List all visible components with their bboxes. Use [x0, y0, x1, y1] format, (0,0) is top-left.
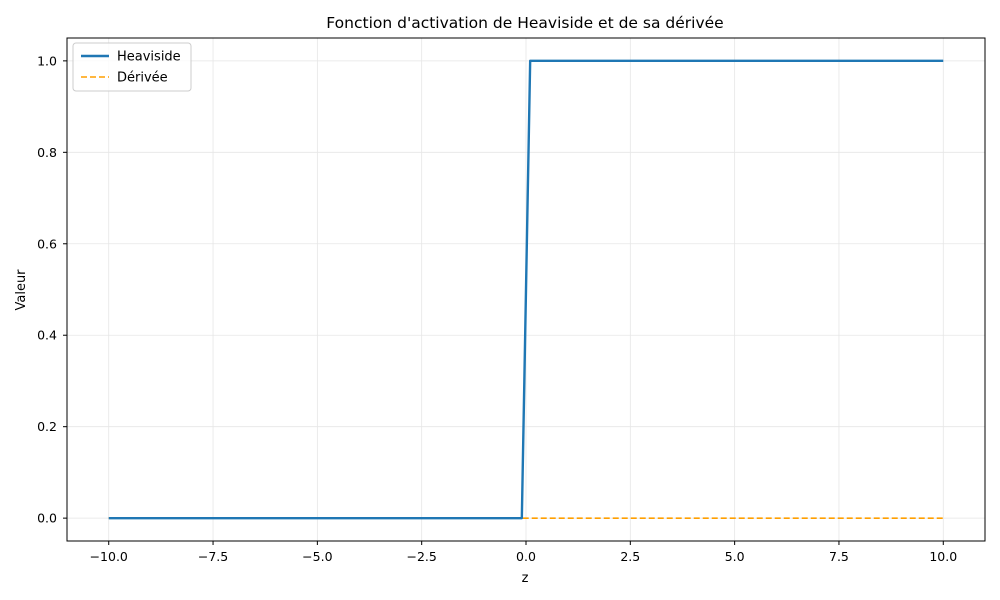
y-tick-label: 0.8 — [37, 145, 57, 160]
x-axis-label: z — [522, 571, 529, 586]
series-line-heaviside — [108, 59, 944, 520]
series-layer — [108, 59, 944, 520]
x-tick-label: 10.0 — [929, 549, 957, 564]
x-tick-label: −10.0 — [90, 549, 128, 564]
x-tick-label: −5.0 — [302, 549, 332, 564]
x-tick-label: 5.0 — [725, 549, 745, 564]
x-tick-label: 0.0 — [516, 549, 536, 564]
y-tick-label: 1.0 — [37, 53, 57, 68]
y-axis: 0.0 0.2 0.4 0.6 0.8 1.0 — [37, 53, 67, 526]
y-axis-label: Valeur — [14, 269, 29, 311]
x-axis: −10.0 −7.5 −5.0 −2.5 0.0 2.5 5.0 7.5 10.0 — [90, 541, 957, 564]
x-tick-label: −2.5 — [407, 549, 437, 564]
y-tick-label: 0.0 — [37, 511, 57, 526]
y-tick-label: 0.6 — [37, 236, 57, 251]
y-tick-label: 0.2 — [37, 419, 57, 434]
x-tick-label: −7.5 — [198, 549, 228, 564]
legend-label: Heaviside — [117, 50, 181, 65]
x-tick-label: 2.5 — [620, 549, 640, 564]
y-tick-label: 0.4 — [37, 328, 57, 343]
x-tick-label: 7.5 — [829, 549, 849, 564]
legend: Heaviside Dérivée — [72, 42, 192, 92]
legend-label: Dérivée — [117, 71, 168, 86]
chart-title: Fonction d'activation de Heaviside et de… — [326, 14, 723, 32]
